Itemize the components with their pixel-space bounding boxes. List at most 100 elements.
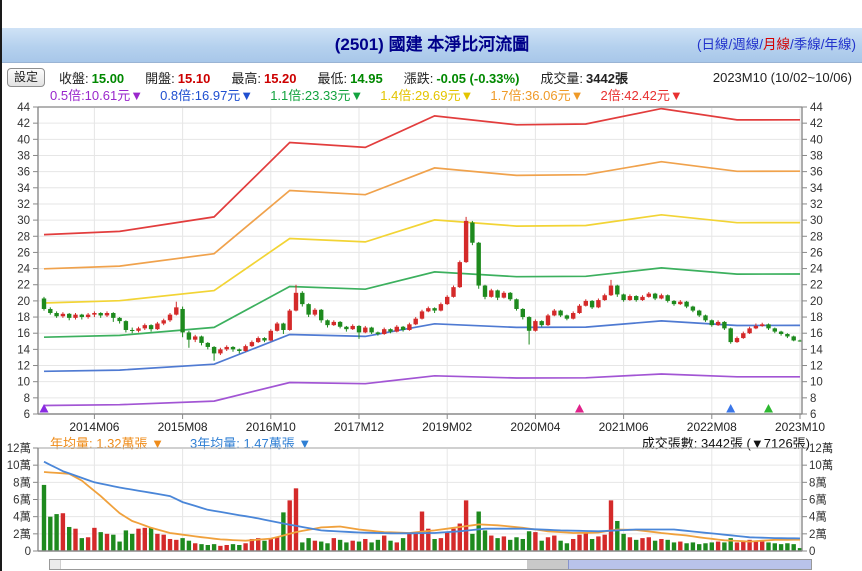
- svg-text:10: 10: [17, 377, 30, 389]
- svg-text:6萬: 6萬: [809, 494, 827, 507]
- signal-marker: [726, 404, 736, 413]
- svg-text:2019M02: 2019M02: [422, 420, 472, 434]
- svg-text:14: 14: [17, 344, 30, 356]
- candlestick-river-chart: 6 6 8 8 10 10 12 12 14 14 16 16 18 18 20 20 22 22 24 24 26 26…: [17, 102, 825, 434]
- river-band-0.8倍: [43, 320, 801, 373]
- band-legend-item: 0.5倍:10.61元▼: [50, 88, 144, 103]
- quote-fields: 收盤: 15.00 開盤: 15.10 最高: 15.20 最低: 14.95 漲跌: -0.05…: [59, 68, 628, 87]
- svg-text:12萬: 12萬: [809, 442, 833, 455]
- svg-text:20: 20: [810, 296, 823, 308]
- volume-chart: 0 0 2萬 2萬 4萬 4萬 6萬 6萬 8萬 8萬 10萬 10萬 12萬 12萬: [7, 442, 834, 558]
- svg-text:40: 40: [17, 134, 30, 146]
- svg-text:38: 38: [810, 150, 823, 162]
- svg-text:22: 22: [810, 280, 823, 292]
- svg-text:8: 8: [810, 393, 816, 405]
- scrollbar-left-button[interactable]: [50, 560, 61, 569]
- scrollbar-page-area[interactable]: [527, 560, 568, 569]
- svg-text:24: 24: [17, 264, 30, 276]
- volume-ma-legend-item: 年均量: 1.32萬張 ▼: [50, 436, 165, 451]
- svg-text:36: 36: [17, 167, 30, 179]
- svg-text:36: 36: [810, 167, 823, 179]
- horizontal-scrollbar[interactable]: [49, 559, 812, 570]
- svg-text:0: 0: [25, 546, 31, 558]
- river-band-1.7倍: [43, 160, 801, 270]
- svg-text:2020M04: 2020M04: [510, 420, 560, 434]
- svg-text:10萬: 10萬: [809, 459, 833, 472]
- signal-marker: [39, 404, 49, 413]
- volume-ma-年均量: [43, 471, 800, 543]
- svg-text:44: 44: [17, 102, 30, 114]
- period-tab-1[interactable]: 日線: [701, 37, 729, 52]
- svg-text:12: 12: [17, 361, 30, 373]
- header-bar: (2501) 國建 本淨比河流圖 (日線/週線/月線/季線/年線): [2, 28, 862, 63]
- page-title: (2501) 國建 本淨比河流圖: [334, 35, 530, 54]
- svg-text:10萬: 10萬: [7, 459, 31, 472]
- period-tab-3[interactable]: 月線: [762, 37, 790, 52]
- band-legend: 0.5倍:10.61元▼ 0.8倍:16.97元▼ 1.1倍:23.33元▼ 1.4倍…: [50, 89, 683, 102]
- band-legend-item: 2倍:42.42元▼: [600, 88, 683, 103]
- volume-ma-3年均量: [43, 460, 801, 540]
- quote-field: 最高: 15.20: [231, 70, 297, 86]
- period-tab-2[interactable]: 週線: [732, 37, 760, 52]
- svg-text:2015M08: 2015M08: [158, 420, 208, 434]
- svg-text:16: 16: [17, 328, 30, 340]
- quote-field: 收盤: 15.00: [59, 70, 125, 86]
- svg-text:14: 14: [810, 344, 823, 356]
- settings-button[interactable]: 設定: [7, 67, 45, 87]
- svg-text:12: 12: [810, 361, 823, 373]
- svg-text:22: 22: [17, 280, 30, 292]
- quote-field: 開盤: 15.10: [145, 70, 211, 86]
- band-legend-item: 1.7倍:36.06元▼: [490, 88, 584, 103]
- volume-ma-legend-item: 3年均量: 1.47萬張 ▼: [190, 436, 312, 451]
- svg-text:32: 32: [810, 199, 823, 211]
- svg-text:2023M10: 2023M10: [775, 420, 825, 434]
- svg-text:2017M12: 2017M12: [334, 420, 384, 434]
- svg-text:0: 0: [809, 546, 815, 558]
- svg-text:2萬: 2萬: [13, 528, 31, 541]
- svg-text:8萬: 8萬: [809, 476, 827, 489]
- svg-text:12萬: 12萬: [7, 442, 31, 455]
- band-legend-item: 0.8倍:16.97元▼: [160, 88, 254, 103]
- river-band-2倍: [43, 107, 801, 236]
- svg-text:24: 24: [810, 264, 823, 276]
- svg-text:20: 20: [17, 296, 30, 308]
- svg-text:26: 26: [810, 247, 823, 259]
- volume-latest-label: 成交張數: 3442張 (▼7126張): [641, 436, 810, 451]
- band-legend-item: 1.1倍:23.33元▼: [270, 88, 364, 103]
- river-band-0.5倍: [43, 373, 800, 407]
- svg-text:38: 38: [17, 150, 30, 162]
- period-tab-4[interactable]: 季線: [793, 37, 821, 52]
- svg-text:40: 40: [810, 134, 823, 146]
- scrollbar-thumb[interactable]: [568, 560, 811, 569]
- svg-text:28: 28: [810, 231, 823, 243]
- quote-field: 漲跌: -0.05 (-0.33%): [403, 70, 520, 86]
- band-legend-item: 1.4倍:29.69元▼: [380, 88, 474, 103]
- svg-text:8萬: 8萬: [13, 476, 31, 489]
- period-switcher: (日線/週線/月線/季線/年線): [696, 37, 856, 52]
- svg-text:34: 34: [17, 183, 30, 195]
- info-bar: 設定 收盤: 15.00 開盤: 15.10 最高: 15.20 最低: 14.95 漲跌: -0…: [2, 66, 862, 88]
- svg-text:6: 6: [810, 409, 816, 421]
- svg-text:2014M06: 2014M06: [69, 420, 119, 434]
- svg-text:30: 30: [810, 215, 823, 227]
- svg-text:16: 16: [810, 328, 823, 340]
- svg-text:42: 42: [810, 118, 823, 130]
- volume-legend: 年均量: 1.32萬張 ▼ 3年均量: 1.47萬張 ▼ 成交張數: 3442張 …: [50, 437, 810, 451]
- svg-text:30: 30: [17, 215, 30, 227]
- svg-text:42: 42: [17, 118, 30, 130]
- svg-text:2022M08: 2022M08: [687, 420, 737, 434]
- svg-text:32: 32: [17, 199, 30, 211]
- svg-text:2萬: 2萬: [809, 528, 827, 541]
- svg-text:44: 44: [810, 102, 823, 114]
- svg-text:18: 18: [810, 312, 823, 324]
- svg-text:10: 10: [810, 377, 823, 389]
- svg-text:6: 6: [24, 409, 30, 421]
- river-band-1.4倍: [43, 213, 801, 304]
- quote-field: 成交量: 3442張: [540, 70, 628, 86]
- svg-text:2016M10: 2016M10: [246, 420, 296, 434]
- svg-text:2021M06: 2021M06: [599, 420, 649, 434]
- svg-text:4萬: 4萬: [13, 511, 31, 524]
- svg-text:8: 8: [24, 393, 30, 405]
- period-tab-5[interactable]: 年線: [824, 37, 852, 52]
